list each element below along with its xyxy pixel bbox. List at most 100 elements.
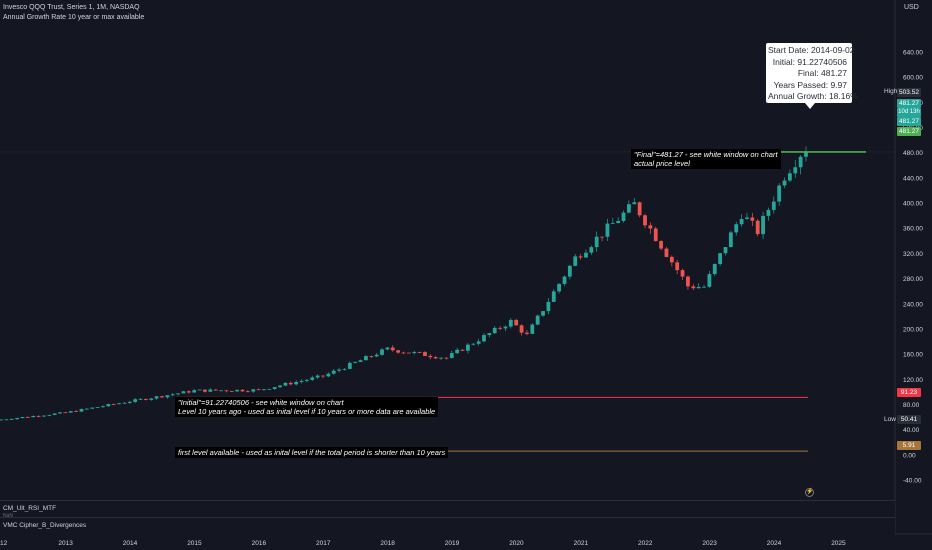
initial-line-tag: 91.23	[897, 388, 921, 397]
candle-body	[466, 344, 470, 351]
x-tick-label: 2015	[187, 540, 202, 547]
candle-body	[144, 398, 148, 400]
rsi-pane-label[interactable]: CM_Ult_RSI_MTF	[3, 505, 57, 512]
low-label: Low	[884, 416, 896, 423]
y-tick-label: 40.00	[903, 427, 920, 434]
timezone-clock-icon[interactable]: ⚡	[805, 488, 814, 497]
candle-body	[417, 351, 422, 353]
candle-body	[283, 382, 288, 386]
candle-body	[621, 212, 626, 221]
candle-body	[0, 419, 3, 421]
candle-body	[111, 404, 116, 405]
candle-body	[219, 390, 223, 392]
candle-body	[632, 202, 637, 205]
candle-body	[84, 408, 89, 410]
candle-body	[299, 380, 304, 382]
candle-body	[176, 393, 180, 395]
candle-body	[385, 347, 390, 350]
candle-body	[122, 402, 127, 404]
candle-body	[127, 401, 132, 403]
candle-body	[449, 353, 454, 358]
y-tick-label: 200.00	[903, 326, 923, 333]
candle-body	[68, 411, 73, 413]
x-tick-label: 2018	[380, 540, 395, 547]
candle-body	[761, 215, 765, 235]
currency-label[interactable]: USD	[904, 4, 919, 11]
price-axis-bg	[895, 0, 932, 550]
candle-body	[197, 389, 202, 391]
candle-body	[680, 270, 685, 277]
candle-body	[423, 352, 427, 356]
tooltip-years: Years Passed: 9.97	[773, 79, 847, 90]
candle-body	[364, 356, 368, 361]
x-tick-label: 2020	[509, 540, 524, 547]
candle-body	[433, 357, 438, 359]
candle-body	[428, 355, 433, 358]
high-price-tag: 503.52	[897, 88, 921, 97]
final-note-line2: actual price level	[634, 159, 690, 168]
y-tick-label: 280.00	[903, 276, 923, 283]
candle-body	[213, 389, 218, 391]
candle-body	[573, 256, 578, 266]
x-tick-label: 12	[0, 540, 8, 547]
candle-body	[723, 247, 728, 254]
candle-body	[203, 389, 207, 392]
chart-title: Invesco QQQ Trust, Series 1, 1M, NASDAQ	[3, 4, 140, 11]
candle-body	[288, 382, 293, 385]
candle-body	[106, 404, 111, 407]
candle-body	[728, 232, 733, 248]
candle-body	[455, 349, 460, 354]
candle-body	[782, 180, 787, 186]
candle-body	[374, 354, 379, 357]
candle-body	[79, 409, 84, 412]
candle-body	[492, 327, 497, 334]
candle-body	[165, 395, 170, 398]
candle-body	[584, 252, 588, 258]
candle-body	[353, 361, 358, 363]
candle-body	[498, 327, 502, 329]
low-price-tag: 50.41	[897, 415, 921, 424]
candle-body	[616, 220, 621, 224]
candle-body	[305, 379, 309, 381]
candle-body	[326, 373, 331, 377]
candle-body	[686, 276, 690, 287]
x-tick-label: 2016	[252, 540, 267, 547]
candle-body	[170, 394, 175, 396]
final-note: "Final"=481.27 - see white window on cha…	[631, 149, 781, 169]
candle-body	[25, 417, 30, 418]
final-line-tag: 481.27	[897, 127, 921, 136]
candle-body	[358, 360, 363, 362]
candle-body	[551, 291, 556, 302]
candle-body	[235, 389, 240, 392]
candle-body	[15, 417, 19, 420]
last-price-tag: 481.27	[897, 99, 921, 108]
candle-body	[589, 247, 594, 253]
candle-body	[659, 241, 663, 249]
candle-body	[390, 347, 395, 351]
candle-body	[380, 349, 384, 355]
candle-body	[149, 398, 154, 400]
candle-body	[74, 411, 79, 412]
x-tick-label: 2019	[445, 540, 460, 547]
candle-body	[315, 375, 320, 378]
candle-body	[117, 403, 121, 405]
candle-body	[750, 217, 755, 221]
candle-body	[347, 362, 352, 369]
vmc-pane-label[interactable]: VMC Cipher_B_Divergences	[3, 522, 87, 529]
candle-body	[771, 201, 776, 210]
candle-body	[245, 391, 250, 393]
candle-body	[562, 276, 567, 284]
candle-body	[58, 412, 62, 414]
rsi-pane[interactable]: CM_Ult_RSI_MTF NaN	[0, 500, 895, 519]
vmc-pane[interactable]: VMC Cipher_B_Divergences	[0, 517, 895, 535]
candle-body	[278, 385, 282, 388]
candle-body	[605, 223, 610, 237]
candle-body	[321, 375, 325, 377]
candle-body	[439, 357, 443, 359]
candle-body	[594, 236, 599, 248]
y-tick-label: 360.00	[903, 226, 923, 233]
candle-body	[637, 202, 642, 216]
candle-body	[578, 256, 583, 258]
candle-body	[643, 215, 647, 226]
candle-body	[272, 387, 277, 389]
